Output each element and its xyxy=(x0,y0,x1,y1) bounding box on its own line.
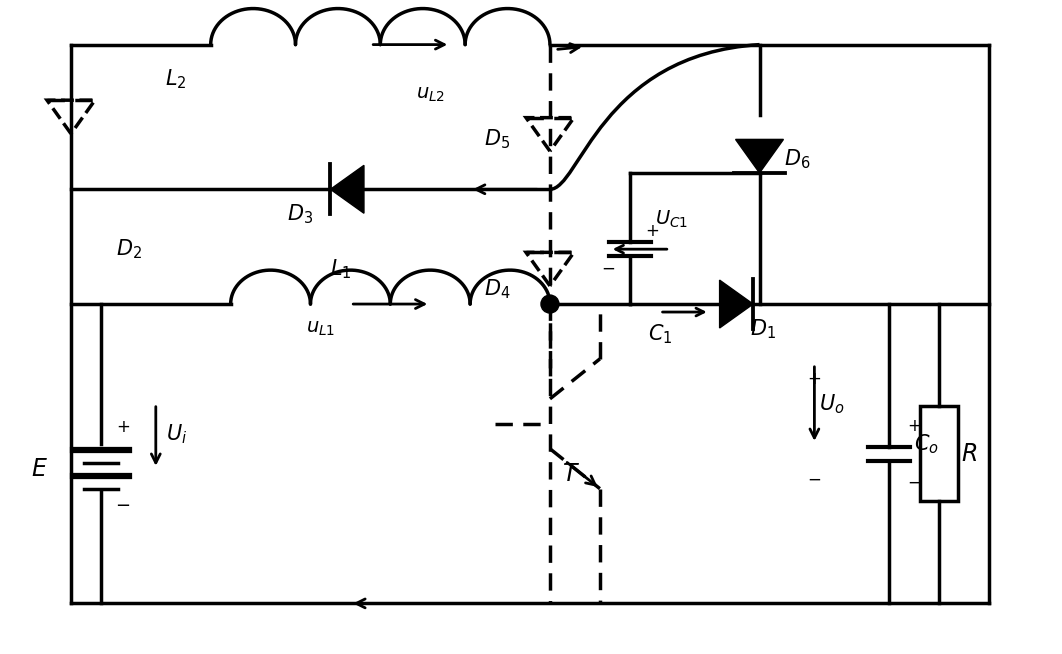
Polygon shape xyxy=(736,139,784,173)
Text: $T$: $T$ xyxy=(562,462,580,486)
Text: $-$: $-$ xyxy=(807,470,822,488)
Text: $U_o$: $U_o$ xyxy=(820,392,845,416)
Text: $C_1$: $C_1$ xyxy=(648,322,672,346)
Text: $u_{L1}$: $u_{L1}$ xyxy=(306,320,336,339)
Polygon shape xyxy=(330,165,364,213)
Text: $-$: $-$ xyxy=(907,473,921,490)
Text: $D_6$: $D_6$ xyxy=(785,148,811,171)
Circle shape xyxy=(541,295,559,313)
Text: $-$: $-$ xyxy=(601,258,615,276)
Text: $D_2$: $D_2$ xyxy=(116,237,142,261)
Text: $L_1$: $L_1$ xyxy=(329,257,352,281)
Text: $+$: $+$ xyxy=(116,418,130,436)
Polygon shape xyxy=(720,280,753,328)
Text: $+$: $+$ xyxy=(645,222,658,240)
Text: $+$: $+$ xyxy=(907,417,921,435)
Text: $U_{C1}$: $U_{C1}$ xyxy=(655,209,688,230)
Text: $C_o$: $C_o$ xyxy=(914,432,939,456)
Text: $U_i$: $U_i$ xyxy=(166,422,187,445)
Text: $u_{L2}$: $u_{L2}$ xyxy=(415,85,445,104)
Text: $E$: $E$ xyxy=(31,456,48,481)
Text: $D_4$: $D_4$ xyxy=(483,277,510,301)
Text: $D_3$: $D_3$ xyxy=(288,203,313,226)
Text: $R$: $R$ xyxy=(961,441,977,466)
Text: $D_5$: $D_5$ xyxy=(484,128,510,151)
Text: $L_2$: $L_2$ xyxy=(165,68,187,92)
Text: $+$: $+$ xyxy=(807,370,822,388)
Text: $D_1$: $D_1$ xyxy=(750,317,775,341)
Bar xyxy=(920,406,958,501)
Text: $-$: $-$ xyxy=(116,494,131,513)
